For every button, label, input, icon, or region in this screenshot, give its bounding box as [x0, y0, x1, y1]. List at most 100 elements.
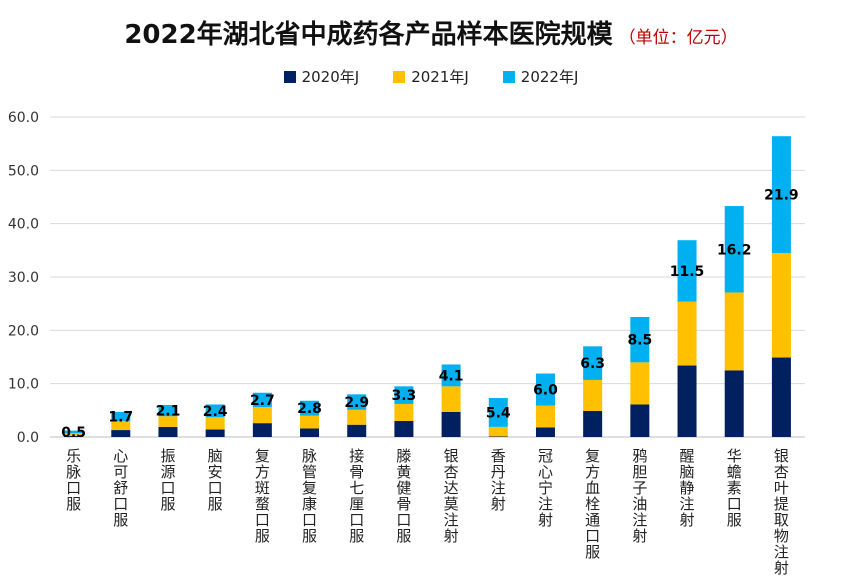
data-label: 0.5	[61, 425, 86, 441]
bar-segment	[583, 410, 603, 437]
data-label: 6.3	[580, 356, 605, 372]
legend-label-2020: 2020年J	[301, 68, 360, 86]
chart-unit: （单位：亿元）	[618, 28, 738, 48]
y-tick-label: 50.0	[8, 163, 39, 179]
y-tick-label: 60.0	[8, 110, 39, 126]
x-tick-label: 醒脑静注射	[680, 447, 695, 529]
bar-segment	[724, 206, 744, 293]
y-tick-label: 20.0	[8, 323, 39, 339]
x-tick-label: 鸦胆子油注射	[632, 447, 647, 545]
bar-segment	[64, 430, 84, 434]
bar-segment	[205, 429, 225, 437]
y-tick-label: 40.0	[8, 217, 39, 233]
bar-segment	[441, 386, 461, 412]
x-tick-label: 振源口服	[160, 447, 175, 513]
bar-segment	[677, 365, 697, 437]
bar-segment	[252, 423, 272, 437]
x-tick-label: 乐脉口服	[66, 447, 81, 513]
bar-segment	[394, 403, 414, 421]
bar-segment	[630, 317, 650, 363]
data-label: 8.5	[627, 333, 652, 349]
chart-title-row: 2022年湖北省中成药各产品样本医院规模 （单位：亿元）	[0, 14, 862, 51]
chart-title: 2022年湖北省中成药各产品样本医院规模	[124, 20, 613, 50]
x-tick-label: 香丹注射	[491, 447, 506, 513]
legend-swatch-2021	[393, 70, 406, 83]
bar-segment	[111, 421, 131, 431]
bar-segment	[111, 411, 131, 421]
y-tick-label: 0.0	[17, 430, 39, 446]
x-tick-label: 复方斑蝥口服	[255, 447, 270, 545]
x-tick-label: 冠心宁注射	[538, 447, 553, 529]
bar-segment	[441, 364, 461, 387]
x-tick-label: 银杏达莫注射	[444, 447, 459, 545]
data-label: 2.1	[156, 404, 181, 420]
x-tick-label: 银杏叶提取物注射	[774, 447, 789, 576]
data-label: 5.4	[486, 405, 511, 421]
bar-segment	[771, 136, 791, 253]
bar-segment	[771, 253, 791, 358]
bar-segment	[300, 400, 320, 416]
bar-segment	[535, 405, 555, 428]
bar-segment	[441, 411, 461, 437]
data-label: 11.5	[670, 264, 705, 280]
data-label: 2.9	[344, 395, 369, 411]
bar-segment	[347, 394, 367, 410]
bar-segment	[347, 424, 367, 437]
bar-segment	[535, 427, 555, 437]
x-tick-label: 接骨七厘口服	[349, 447, 364, 545]
legend-swatch-2020	[283, 70, 296, 83]
bar-segment	[205, 417, 225, 430]
data-label: 2.4	[203, 404, 228, 420]
bar-segment	[300, 415, 320, 429]
legend-item-2021: 2021年J	[393, 66, 469, 87]
bar-segment	[630, 362, 650, 405]
bar-segment	[488, 436, 508, 437]
bar-segment	[394, 421, 414, 437]
legend-item-2020: 2020年J	[283, 66, 360, 87]
bar-segment	[158, 416, 178, 427]
bar-segment	[630, 404, 650, 437]
x-tick-label: 脑安口服	[208, 447, 223, 513]
bar-segment	[724, 370, 744, 437]
bar-segment	[488, 426, 508, 437]
bar-segment	[158, 426, 178, 437]
legend: 2020年J 2021年J 2022年J	[0, 66, 862, 87]
x-tick-label: 复方血栓通口服	[585, 447, 600, 561]
bar-segment	[583, 379, 603, 411]
bar-segment	[677, 240, 697, 302]
bar-segment	[252, 407, 272, 424]
data-label: 2.7	[250, 393, 275, 409]
bar-segment	[394, 386, 414, 404]
y-tick-label: 10.0	[8, 377, 39, 393]
legend-label-2022: 2022年J	[520, 68, 579, 86]
legend-swatch-2022	[502, 70, 515, 83]
legend-label-2021: 2021年J	[411, 68, 469, 86]
bar-segment	[771, 357, 791, 437]
bar-segment	[347, 409, 367, 425]
x-tick-label: 心可舒口服	[113, 447, 128, 529]
bar-segment	[205, 404, 225, 418]
data-label: 21.9	[764, 188, 799, 204]
bar-segment	[252, 392, 272, 408]
bar-segment	[64, 433, 84, 436]
data-label: 2.8	[297, 401, 322, 417]
bar-segment	[724, 292, 744, 371]
x-tick-label: 脉管复康口服	[302, 447, 317, 545]
bar-segment	[64, 435, 84, 437]
data-label: 4.1	[439, 368, 464, 384]
data-label: 16.2	[717, 242, 752, 258]
bar-segment	[488, 398, 508, 427]
bar-segment	[535, 373, 555, 406]
legend-item-2022: 2022年J	[502, 66, 579, 87]
x-tick-label: 滕黄健骨口服	[396, 447, 411, 545]
y-tick-label: 30.0	[8, 270, 39, 286]
bar-segment	[158, 405, 178, 417]
data-label: 3.3	[392, 388, 417, 404]
bar-segment	[677, 301, 697, 366]
data-label: 6.0	[533, 383, 558, 399]
bar-segment	[300, 428, 320, 437]
bar-segment	[583, 346, 603, 380]
data-label: 1.7	[108, 409, 133, 425]
x-tick-label: 华蟾素口服	[727, 447, 742, 529]
